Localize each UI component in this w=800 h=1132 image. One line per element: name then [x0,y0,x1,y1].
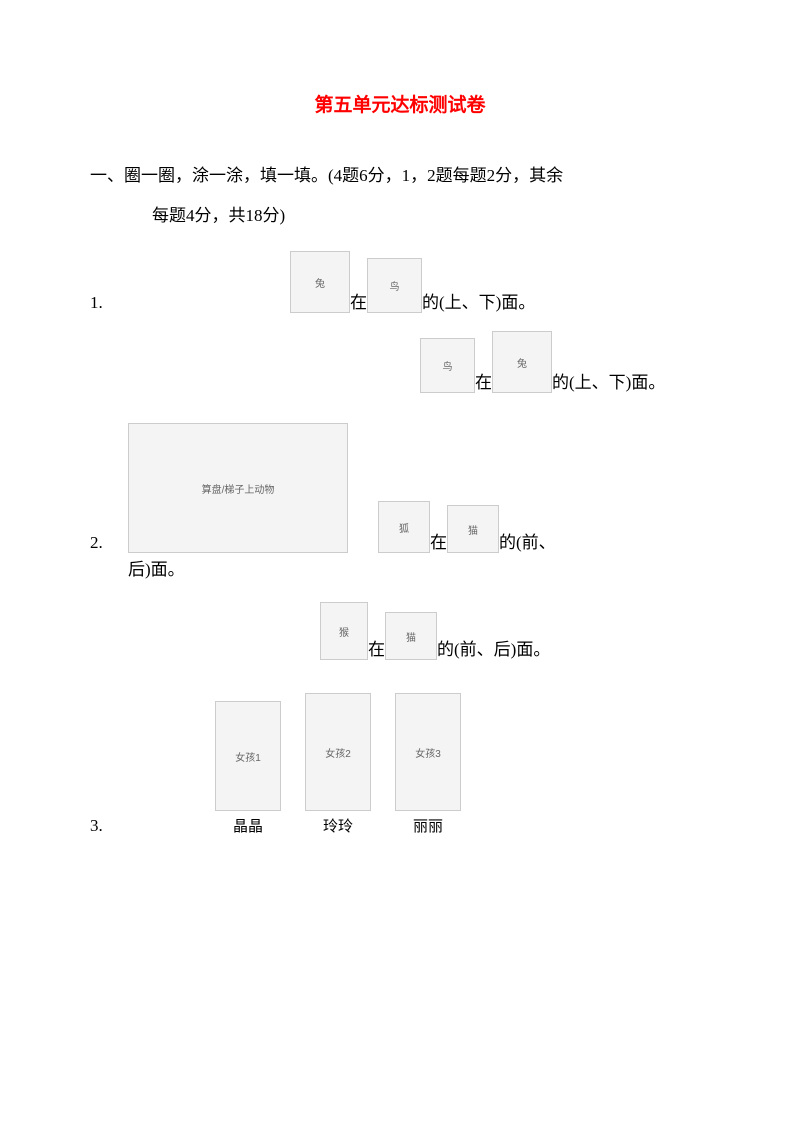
bird-icon: 鸟 [367,258,422,313]
q1a-tail: 的(上、下)面。 [422,288,535,313]
section-1-heading: 一、圈一圈，涂一涂，填一填。(4题6分，1，2题每题2分，其余 [90,159,710,193]
cat-icon: 猫 [385,612,437,660]
q1-line-b: 鸟 在 兔 的(上、下)面。 [420,331,710,393]
section-1-heading-cont: 每题4分，共18分) [90,199,710,233]
kid-2: 女孩2 玲玲 [305,693,371,836]
q1a-mid: 在 [350,288,367,313]
kid-1: 女孩1 晶晶 [215,701,281,836]
kid-2-name: 玲玲 [323,815,353,836]
q2a-tail: 的(前、 [499,528,556,553]
girl-1-icon: 女孩1 [215,701,281,811]
kid-1-name: 晶晶 [233,815,263,836]
q2b-mid: 在 [368,635,385,660]
kid-3: 女孩3 丽丽 [395,693,461,836]
girl-3-icon: 女孩3 [395,693,461,811]
abacus-animals-image: 算盘/梯子上动物 [128,423,348,553]
q2-line-a: 2. 算盘/梯子上动物 狐 在 猫 的(前、 [90,423,710,553]
page-title: 第五单元达标测试卷 [90,90,710,117]
rabbit-icon: 兔 [492,331,552,393]
rabbit-icon: 兔 [290,251,350,313]
q2-number: 2. [90,533,128,553]
q1-number: 1. [90,293,128,313]
girl-2-icon: 女孩2 [305,693,371,811]
q3-number: 3. [90,816,128,836]
q2-line-b: 猴 在 猫 的(前、后)面。 [320,602,710,660]
kids-group: 女孩1 晶晶 女孩2 玲玲 女孩3 丽丽 [188,686,488,836]
monkey-icon: 猴 [320,602,368,660]
q2a-mid: 在 [430,528,447,553]
cat-icon: 猫 [447,505,499,553]
q1b-tail: 的(上、下)面。 [552,368,665,393]
bird-icon: 鸟 [420,338,475,393]
kid-3-name: 丽丽 [413,815,443,836]
q2a-tail2: 后)面。 [90,555,710,580]
q1b-mid: 在 [475,368,492,393]
q3-row: 3. 女孩1 晶晶 女孩2 玲玲 女孩3 丽丽 [90,686,710,836]
q1-line-a: 1. 兔 在 鸟 的(上、下)面。 [290,251,710,313]
q2b-tail: 的(前、后)面。 [437,635,550,660]
fox-icon: 狐 [378,501,430,553]
